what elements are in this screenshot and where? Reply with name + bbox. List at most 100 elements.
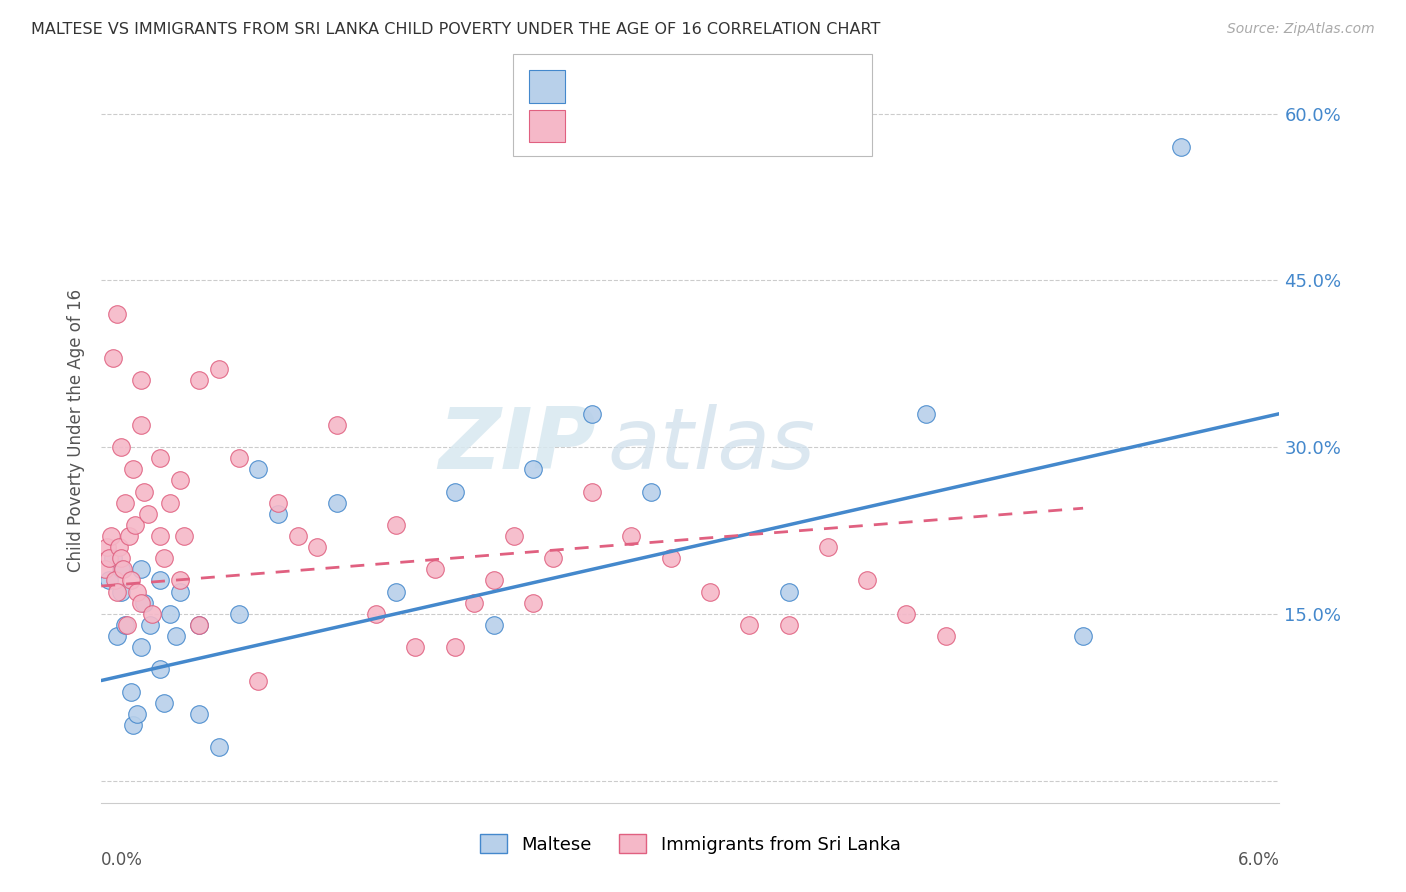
Point [104,574,127,588]
Point [659,551,682,566]
Text: 0.608: 0.608 [619,73,673,93]
Point [94,562,117,576]
Point [188,706,211,721]
Point [404,640,426,655]
Point [620,529,643,543]
Text: 6.0%: 6.0% [1237,851,1279,869]
Point [856,574,879,588]
Point [98,574,121,588]
Point [159,607,181,621]
Point [1071,629,1094,643]
Point [326,496,349,510]
Point [153,551,176,566]
Text: 0.0%: 0.0% [101,851,143,869]
Point [208,740,231,755]
Point [541,551,564,566]
Point [366,607,388,621]
Point [121,462,143,476]
Point [105,629,128,643]
Point [141,607,163,621]
Point [169,574,191,588]
Point [110,440,132,454]
Text: R =: R = [574,74,613,92]
Point [129,640,152,655]
Point [228,607,250,621]
Point [110,584,132,599]
Point [165,629,187,643]
Text: R =: R = [574,116,613,134]
Point [114,496,136,510]
Point [134,596,156,610]
Point [699,584,721,599]
Point [817,540,839,554]
Point [738,618,761,632]
Point [423,562,446,576]
Point [125,706,148,721]
Point [915,407,938,421]
Point [173,529,195,543]
Point [287,529,309,543]
Point [129,417,152,432]
Point [482,574,505,588]
Point [108,540,131,554]
Point [267,507,290,521]
Point [307,540,329,554]
Text: Source: ZipAtlas.com: Source: ZipAtlas.com [1227,22,1375,37]
Point [778,618,800,632]
Point [124,517,146,532]
Point [101,551,124,566]
Point [463,596,485,610]
Text: ZIP: ZIP [439,404,596,487]
Text: N =: N = [704,74,744,92]
Point [267,496,290,510]
Point [139,618,162,632]
Point [159,496,181,510]
Text: 36: 36 [749,73,775,93]
Point [105,584,128,599]
Text: atlas: atlas [607,404,815,487]
Point [522,462,544,476]
Point [153,696,176,710]
Point [120,684,142,698]
Point [121,718,143,732]
Point [118,529,141,543]
Point [581,484,603,499]
Text: N =: N = [704,116,744,134]
Point [129,373,152,387]
Point [188,373,211,387]
Point [778,584,800,599]
Point [935,629,957,643]
Point [1170,140,1192,154]
Point [115,618,138,632]
Point [247,462,270,476]
Y-axis label: Child Poverty Under the Age of 16: Child Poverty Under the Age of 16 [67,289,86,572]
Point [188,618,211,632]
Point [896,607,918,621]
Point [149,574,172,588]
Point [105,307,128,321]
Point [482,618,505,632]
Point [581,407,603,421]
Point [120,574,142,588]
Point [149,662,172,676]
Point [188,618,211,632]
Point [149,451,172,466]
Point [443,640,465,655]
Legend: Maltese, Immigrants from Sri Lanka: Maltese, Immigrants from Sri Lanka [472,827,908,861]
Point [326,417,349,432]
Point [110,551,132,566]
Point [640,484,662,499]
Point [96,540,118,554]
Point [169,474,191,488]
Point [247,673,270,688]
Text: 0.197: 0.197 [619,115,675,135]
Point [443,484,465,499]
Point [502,529,524,543]
Point [114,618,136,632]
Text: 61: 61 [749,115,775,135]
Point [169,584,191,599]
Point [228,451,250,466]
Point [125,584,148,599]
Point [149,529,172,543]
Point [385,517,408,532]
